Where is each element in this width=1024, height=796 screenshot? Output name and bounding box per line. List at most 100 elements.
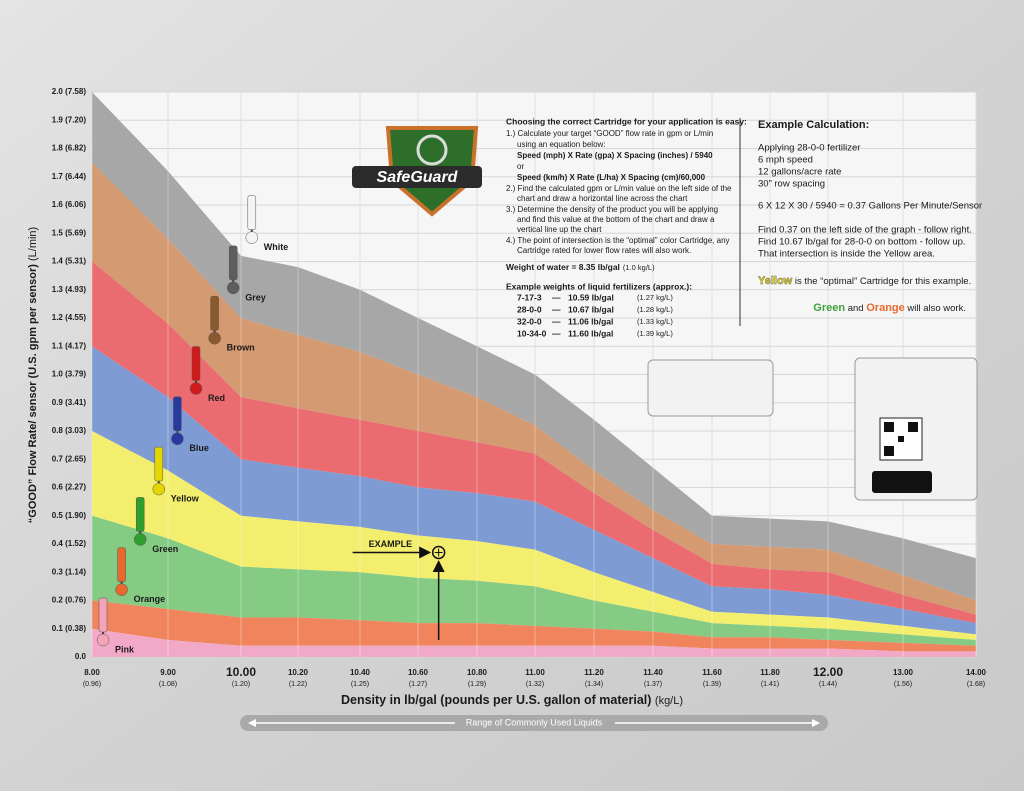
y-axis-label-main: “GOOD” Flow Rate/ sensor (U.S. gpm per s… — [27, 264, 39, 523]
cartridge-ball — [133, 533, 147, 546]
calc-also-part: and — [845, 303, 866, 314]
cartridge-ball — [115, 583, 128, 596]
cartridge-pin — [98, 597, 108, 633]
cartridge-pin — [191, 346, 201, 381]
instruction-line: Speed (km/h) X Rate (L/ha) X Spacing (cm… — [517, 173, 706, 182]
x-tick-label: 10.80 — [467, 668, 488, 677]
instruction-line: 3.) Determine the density of the product… — [506, 205, 718, 214]
cartridge-pin — [228, 245, 238, 281]
cartridge-ball — [189, 382, 203, 395]
note-box — [647, 359, 774, 417]
calc-line: 6 mph speed — [758, 155, 813, 166]
x-tick-sublabel: (1.27) — [409, 681, 427, 688]
calc-also-part: Green — [813, 302, 845, 314]
area-band — [92, 431, 976, 641]
example-cross — [434, 548, 443, 557]
calc-title: Example Calculation: — [758, 119, 869, 131]
y-tick-label: 0.6 (2.27) — [52, 483, 87, 492]
weight-cell: 32-0-0 — [517, 316, 542, 326]
cartridge-label: White — [264, 242, 289, 252]
instruction-line: 1.) Calculate your target “GOOD” flow ra… — [506, 129, 713, 138]
cartridge-pin — [247, 195, 257, 230]
area-band — [92, 600, 976, 652]
instruction-line: Speed (mph) X Rate (gpa) X Spacing (inch… — [517, 151, 713, 160]
cartridge-ball — [245, 231, 259, 244]
y-tick-label: 0.8 (3.03) — [52, 426, 87, 435]
instructions-title: Choosing the correct Cartridge for your … — [506, 116, 747, 126]
x-tick-sublabel: (1.20) — [232, 681, 250, 688]
x-tick-sublabel: (1.56) — [894, 681, 912, 688]
x-tick-sublabel: (1.29) — [468, 681, 486, 688]
x-axis-label-unit: (kg/L) — [655, 695, 683, 707]
weight-cell: (1.39 kg/L) — [637, 329, 673, 338]
calc-line: Applying 28-0-0 fertilizer — [758, 143, 860, 154]
cartridge-pin — [154, 446, 164, 482]
x-tick-label: 11.80 — [760, 668, 780, 677]
water-weight: Weight of water = 8.35 lb/gal (1.0 kg/L) — [506, 262, 655, 272]
calc-line: That intersection is inside the Yellow a… — [758, 249, 935, 260]
logo-ring — [416, 134, 448, 166]
calc-also-part: Orange — [866, 302, 905, 314]
y-tick-label: 1.2 (4.55) — [52, 313, 87, 322]
x-tick-label: 10.40 — [350, 668, 371, 677]
logo-band — [352, 166, 482, 188]
weight-cell: — — [552, 328, 561, 338]
y-tick-label: 1.8 (6.82) — [52, 144, 87, 153]
x-tick-label: 9.00 — [160, 668, 176, 677]
x-tick-label: 11.60 — [702, 668, 722, 677]
weight-cell: 11.60 lb/gal — [568, 328, 613, 338]
x-tick-sublabel: (1.68) — [967, 681, 985, 688]
instruction-line: vertical line up the chart — [517, 225, 602, 234]
cartridge-ball — [208, 331, 221, 345]
y-tick-label: 1.6 (6.06) — [52, 200, 87, 209]
calc-optimal: Yellow is the “optimal” Cartridge for th… — [758, 275, 971, 287]
y-tick-label: 1.5 (5.69) — [52, 228, 87, 237]
weight-cell: — — [552, 304, 561, 314]
calc-yellow: Yellow — [758, 275, 793, 287]
y-tick-label: 0.5 (1.90) — [52, 511, 87, 520]
water-weight-unit: (1.0 kg/L) — [623, 263, 655, 272]
weight-cell: — — [552, 316, 561, 326]
area-band — [92, 162, 976, 615]
x-tick-label: 10.00 — [226, 665, 256, 679]
weight-cell: 10.67 lb/gal — [568, 304, 614, 314]
x-tick-label: 11.40 — [643, 668, 663, 677]
y-tick-label: 2.0 (7.58) — [52, 87, 87, 96]
x-tick-sublabel: (1.08) — [159, 681, 177, 688]
calc-line: 12 gallons/acre rate — [758, 167, 841, 178]
cartridge-pin — [117, 547, 126, 582]
x-tick-label: 11.00 — [525, 668, 545, 677]
y-tick-label: 1.1 (4.17) — [52, 341, 87, 350]
x-axis-label: Density in lb/gal (pounds per U.S. gallo… — [341, 693, 683, 707]
area-band — [92, 346, 976, 635]
cartridge-label: Grey — [245, 292, 266, 302]
cartridge-label: Green — [152, 544, 178, 554]
x-tick-label: 10.20 — [288, 668, 309, 677]
cartridge-pin — [173, 396, 182, 432]
instruction-line: using an equation below: — [517, 140, 606, 149]
y-tick-label: 0.9 (3.41) — [52, 398, 87, 407]
x-tick-label: 11.20 — [584, 668, 604, 677]
y-tick-label: 1.0 (3.79) — [52, 370, 87, 379]
cartridge-label: Red — [208, 393, 225, 403]
x-tick-label: 12.00 — [813, 665, 843, 679]
weight-cell: (1.27 kg/L) — [637, 293, 673, 302]
instruction-line: 4.) The point of intersection is the “op… — [506, 236, 730, 245]
cartridge-pin — [135, 497, 145, 532]
qr-block — [908, 422, 918, 432]
cartridge-ball — [226, 281, 240, 295]
instruction-line: and find this value at the bottom of the… — [517, 215, 715, 224]
instruction-line: or — [517, 162, 524, 171]
cartridge-ball — [171, 432, 184, 446]
y-tick-label: 0.0 — [75, 652, 87, 661]
range-label: Range of Commonly Used Liquids — [466, 717, 603, 727]
x-axis-label-main: Density in lb/gal (pounds per U.S. gallo… — [341, 693, 651, 707]
cartridge-label: Blue — [189, 443, 209, 453]
weight-cell: 11.06 lb/gal — [568, 316, 613, 326]
y-tick-label: 0.7 (2.65) — [52, 454, 87, 463]
area-band — [92, 515, 976, 646]
x-tick-sublabel: (1.32) — [526, 681, 544, 688]
x-tick-label: 8.00 — [84, 668, 100, 677]
x-tick-sublabel: (1.37) — [644, 681, 662, 688]
